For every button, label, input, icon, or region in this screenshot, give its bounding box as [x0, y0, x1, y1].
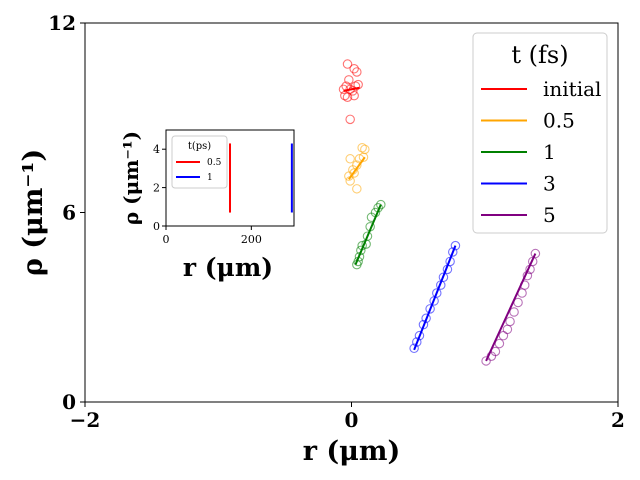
data-point: [522, 270, 533, 281]
series-initial: [338, 59, 363, 125]
x-tick-label: 2: [611, 408, 625, 432]
inset-x-tick-label: 200: [241, 233, 262, 246]
x-tick-label: −2: [70, 408, 101, 432]
data-point: [525, 264, 535, 275]
data-point: [450, 240, 461, 251]
inset-legend-label: 0.5: [207, 158, 222, 168]
data-point: [373, 203, 383, 213]
inset-legend-title: t(ps): [188, 141, 211, 152]
inset-y-tick-label: 4: [153, 143, 160, 156]
data-point: [429, 296, 439, 306]
data-point: [353, 79, 363, 90]
y-axis-label: ρ (μm⁻¹): [18, 149, 49, 276]
series-3: [409, 240, 461, 354]
data-point: [344, 75, 354, 85]
legend: t (fs) initial 0.5 1 3 5: [472, 32, 608, 234]
legend-label: 5: [543, 203, 556, 227]
data-point: [502, 324, 513, 335]
series-line: [354, 204, 382, 266]
data-point: [342, 59, 353, 69]
data-point: [361, 239, 371, 249]
inset-plot: 0 200 0 2 4 r (μm) ρ (μm⁻¹) t(ps) 0.5 1: [119, 129, 295, 282]
data-point: [505, 316, 515, 327]
data-point: [349, 90, 359, 101]
x-tick-label: 0: [345, 408, 359, 432]
legend-label: 1: [543, 140, 556, 164]
legend-item: initial: [481, 77, 601, 101]
inset-x-tick-label: 0: [163, 233, 170, 246]
data-point: [357, 143, 367, 153]
series-5: [481, 248, 541, 366]
data-point: [421, 313, 431, 324]
data-point: [418, 319, 429, 330]
inset-legend-label: 1: [207, 173, 213, 183]
data-point: [448, 247, 458, 257]
y-tick-label: 12: [48, 11, 76, 35]
data-point: [352, 67, 362, 77]
data-point: [358, 152, 369, 162]
legend-label: 3: [543, 172, 556, 196]
data-point: [342, 92, 353, 102]
data-point: [409, 343, 419, 354]
series-line: [485, 253, 537, 362]
inset-legend-item: 1: [176, 173, 213, 183]
data-point: [352, 259, 362, 270]
data-point: [366, 212, 377, 222]
data-point: [365, 221, 375, 232]
y-tick-label: 6: [62, 201, 76, 225]
legend-item: 3: [481, 172, 556, 196]
data-point: [345, 176, 355, 186]
series-line: [413, 245, 457, 351]
inset-y-tick-label: 0: [153, 220, 160, 233]
data-point: [517, 288, 527, 298]
series-0-5: [344, 143, 370, 194]
inset-legend: t(ps) 0.5 1: [171, 135, 228, 189]
data-point: [414, 330, 425, 341]
data-point: [481, 356, 491, 366]
legend-item: 0.5: [481, 109, 575, 133]
inset-x-axis-label: r (μm): [183, 253, 273, 282]
data-point: [338, 84, 349, 95]
data-point: [498, 330, 509, 341]
inset-y-axis-label: ρ (μm⁻¹): [119, 131, 143, 225]
data-point: [357, 240, 367, 251]
data-point: [349, 168, 359, 178]
data-point: [340, 90, 350, 101]
data-point: [494, 338, 505, 349]
data-point: [376, 199, 386, 210]
data-point: [345, 114, 355, 125]
data-point: [348, 86, 358, 96]
inset-legend-item: 0.5: [176, 158, 222, 168]
data-point: [349, 64, 359, 74]
data-point: [352, 184, 362, 194]
data-point: [442, 264, 453, 275]
data-point: [436, 280, 446, 290]
data-point: [356, 245, 366, 256]
data-point: [350, 81, 361, 91]
data-point: [360, 144, 370, 155]
legend-label: 0.5: [543, 109, 575, 133]
legend-item: 5: [481, 203, 556, 227]
inset-y-tick-label: 2: [153, 182, 160, 195]
series-1: [352, 199, 386, 270]
data-point: [412, 337, 422, 347]
data-point: [354, 154, 365, 164]
data-point: [513, 297, 523, 308]
legend-item: 1: [481, 140, 556, 164]
data-point: [344, 171, 354, 181]
data-point: [425, 304, 435, 314]
data-point: [509, 307, 519, 317]
data-point: [486, 351, 497, 361]
x-axis-label: r (μm): [303, 436, 401, 467]
y-tick-label: 0: [62, 390, 76, 414]
legend-title: t (fs): [511, 41, 568, 69]
legend-label: initial: [543, 77, 601, 101]
data-point: [345, 154, 355, 164]
